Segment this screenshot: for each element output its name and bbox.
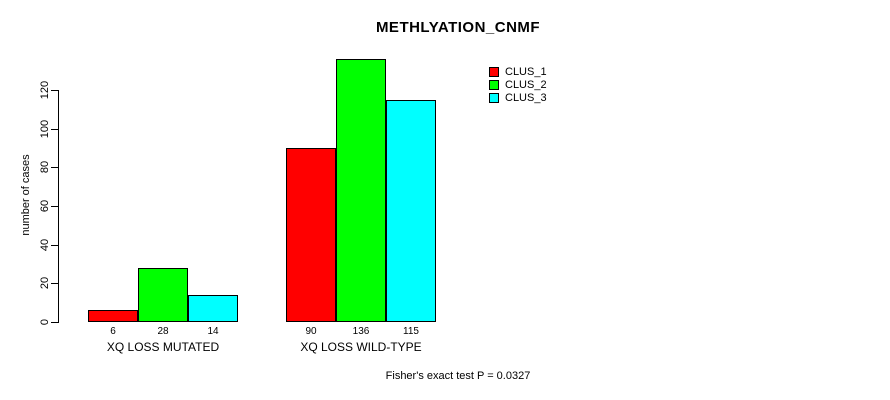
y-tick <box>51 90 58 91</box>
bar-value-label: 136 <box>352 326 370 337</box>
bar-clus_2-1 <box>138 268 188 322</box>
legend-swatch-clus_2 <box>489 80 499 90</box>
legend-swatch-clus_1 <box>489 67 499 77</box>
legend-label: CLUS_1 <box>505 66 547 78</box>
y-tick-label: 20 <box>39 276 51 290</box>
bar-clus_3-1 <box>188 295 238 322</box>
bar-clus_1-1 <box>88 310 138 322</box>
bar-value-label: 6 <box>110 326 116 337</box>
y-tick-label: 120 <box>39 80 51 100</box>
bar-value-label: 90 <box>305 326 317 337</box>
bar-value-label: 115 <box>403 326 419 337</box>
bar-value-label: 14 <box>207 326 219 337</box>
y-axis-label: number of cases <box>20 154 32 236</box>
y-tick-label: 40 <box>39 238 51 252</box>
y-tick-label: 100 <box>39 119 51 139</box>
chart-title: METHLYATION_CNMF <box>375 19 541 36</box>
annotation-text: Fisher's exact test P = 0.0327 <box>385 370 531 382</box>
legend-label: CLUS_2 <box>505 79 547 91</box>
y-tick <box>51 283 58 284</box>
y-tick <box>51 167 58 168</box>
bar-clus_1-2 <box>286 148 336 322</box>
bar-clus_2-2 <box>336 59 386 322</box>
y-axis-line <box>58 90 59 323</box>
y-tick <box>51 206 58 207</box>
legend-swatch-clus_3 <box>489 93 499 103</box>
bar-clus_3-2 <box>386 100 436 322</box>
y-tick-label: 60 <box>39 199 51 213</box>
category-label: XQ LOSS MUTATED <box>106 340 220 354</box>
y-tick-label: 80 <box>39 160 51 174</box>
y-tick-label: 0 <box>39 318 51 326</box>
y-tick <box>51 245 58 246</box>
y-tick <box>51 129 58 130</box>
category-label: XQ LOSS WILD-TYPE <box>300 340 422 354</box>
y-tick <box>51 322 58 323</box>
bar-value-label: 28 <box>157 326 169 337</box>
legend-label: CLUS_3 <box>505 92 547 104</box>
